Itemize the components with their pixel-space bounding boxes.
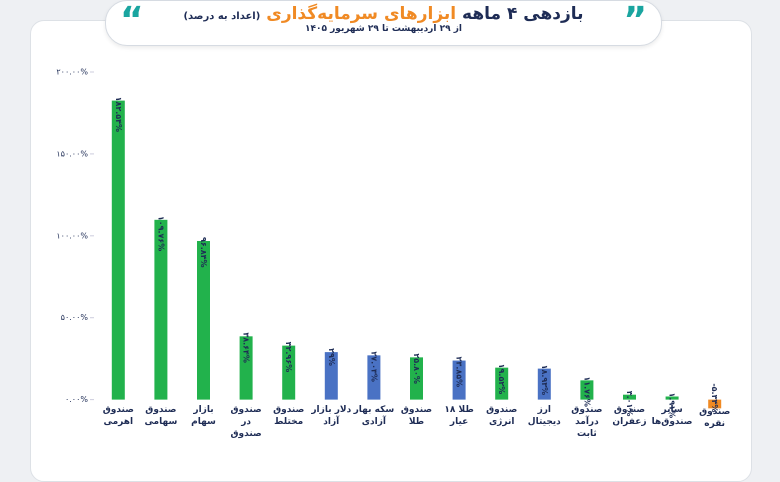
x-tick-label: صندوق طلا [400, 405, 433, 427]
subtitle: از ۲۹ اردیبهشت تا ۲۹ شهریور ۱۴۰۵ [305, 24, 462, 34]
bar [324, 352, 338, 400]
y-tick-label: ۱۵۰.۰۰% [56, 149, 88, 158]
title-line: بازدهی ۴ ماهه ابزارهای سرمایه‌گذاری (اعد… [106, 4, 661, 24]
chart: ۰.۰۰% ۵۰.۰۰% ۱۰۰.۰۰% ۱۵۰.۰۰% ۲۰۰.۰۰% ۱۸۲.۵۴% ۱… [56, 68, 722, 418]
x-tick-label: ارز دیجیتال [527, 405, 561, 427]
x-tick-label: صندوق سهامی [144, 405, 178, 427]
x-tick-label: صندوق مختلط [273, 405, 305, 427]
bar [367, 355, 381, 400]
page: بازدهی ۴ ماهه ابزارهای سرمایه‌گذاری (اعد… [30, 0, 752, 482]
y-tick-label: ۵۰.۰۰% [61, 313, 89, 322]
value-label: ۱۸.۹۳% [540, 365, 549, 396]
value-label: ۳.۰۱% [625, 391, 634, 417]
value-label: ۱۸۲.۵۴% [114, 97, 123, 132]
y-tick-label: ۱۰۰.۰۰% [56, 231, 88, 240]
value-label: ۳۸.۶۴% [242, 332, 251, 363]
x-tick-label: صندوق زعفران [612, 405, 647, 427]
bar [111, 100, 125, 400]
bar [580, 380, 594, 400]
value-label: ۲۳.۸۵% [455, 357, 464, 388]
bar [708, 399, 722, 409]
x-tick-label: دلار بازار آزاد [311, 405, 352, 427]
x-tick-label: سکه بهار آزادی [353, 405, 395, 427]
bar [154, 219, 168, 400]
value-label: ۱۹.۵۲% [497, 364, 506, 395]
value-label: ۱۱.۷۶% [582, 376, 591, 407]
bar [623, 394, 636, 400]
title-note: (اعداد به درصد) [183, 11, 261, 22]
card [30, 20, 752, 482]
bar [282, 345, 296, 400]
bar [495, 367, 509, 400]
value-label: ۲۷.۰۳% [369, 351, 378, 382]
bar [665, 396, 679, 400]
x-tick-label: بازار سهام [191, 405, 216, 427]
value-label: ۹۶.۸۴% [199, 237, 208, 268]
x-tick-label: صندوق انرژی [486, 405, 518, 427]
x-tick-label: طلا ۱۸ عیار [444, 405, 474, 427]
bar [452, 360, 466, 400]
value-label: -۵.۳۴% [710, 383, 719, 412]
title: بازدهی ۴ ماهه [462, 4, 584, 24]
bar [410, 357, 423, 400]
x-tick-label: صندوق در صندوق [230, 405, 262, 439]
value-label: ۱۰۹.۷۶% [156, 216, 165, 251]
bar [537, 368, 551, 400]
header: بازدهی ۴ ماهه ابزارهای سرمایه‌گذاری (اعد… [105, 0, 662, 46]
bar [239, 336, 253, 400]
value-label: ۳۲.۹۶% [284, 342, 293, 373]
y-tick-label: ۲۰۰.۰۰% [56, 68, 88, 77]
x-tick-label: صندوق اهرمی [102, 405, 134, 427]
quote-mark: ” [623, 0, 647, 41]
value-label: ۲۵.۸۰% [412, 353, 421, 384]
value-label: ۱.۹۱% [668, 392, 677, 418]
value-label: ۲۹% [327, 348, 336, 366]
title-highlight: ابزارهای سرمایه‌گذاری [266, 4, 457, 24]
y-tick-label: ۰.۰۰% [65, 395, 88, 404]
quote-mark: “ [120, 0, 144, 41]
x-tick-label: صندوق درآمد ثابت [571, 405, 603, 439]
bar [197, 240, 210, 400]
x-tick-label: صندوق نقره [699, 407, 731, 429]
x-tick-label: سایر صندوق‌ها [651, 405, 693, 427]
